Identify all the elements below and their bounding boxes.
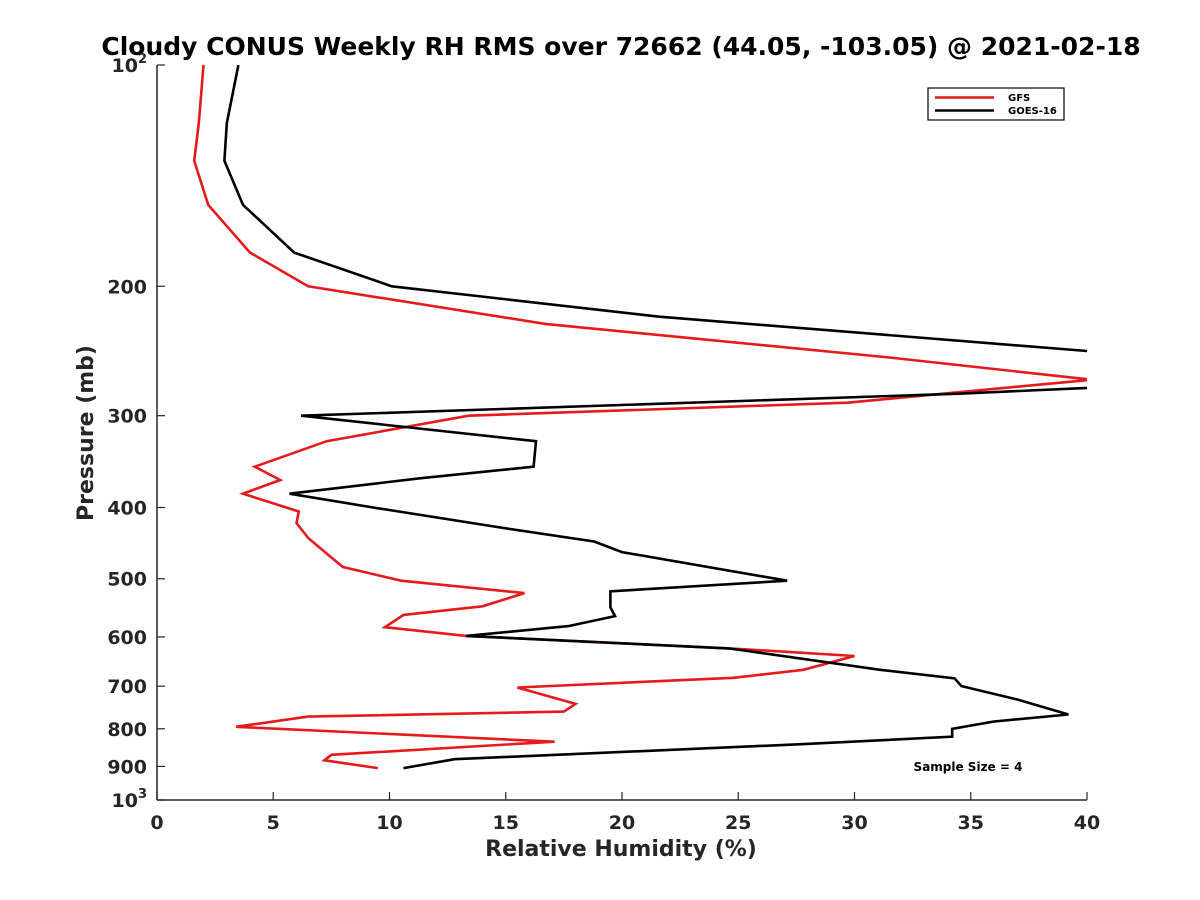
axes-layer: 0 5 10 15 20 25 30 35 40 102 200 300 400 500 600 700 800… — [107, 52, 1100, 834]
legend-label-goes16: GOES-16 — [1008, 106, 1057, 117]
x-tick-label: 0 — [150, 812, 163, 834]
series-layer — [192, 65, 1087, 770]
x-axis-label: Relative Humidity (%) — [485, 837, 757, 862]
y-tick-label: 800 — [107, 719, 147, 741]
plot-area: 0 5 10 15 20 25 30 35 40 102 200 300 400 500 600 700 800… — [107, 52, 1100, 834]
chart-title: Cloudy CONUS Weekly RH RMS over 72662 (4… — [101, 32, 1140, 61]
y-tick-label: 900 — [107, 756, 147, 778]
legend-label-gfs: GFS — [1008, 93, 1030, 104]
series-line-goes16 — [223, 65, 1087, 770]
x-tick-label: 30 — [841, 812, 867, 834]
y-tick-label: 600 — [107, 627, 147, 649]
x-tick-label: 15 — [493, 812, 519, 834]
x-tick-label: 25 — [725, 812, 751, 834]
x-tick-label: 20 — [609, 812, 635, 834]
sample-size-annotation: Sample Size = 4 — [914, 760, 1023, 774]
y-tick-label: 400 — [107, 498, 147, 520]
y-tick-label: 103 — [112, 787, 148, 812]
y-tick-label: 102 — [112, 52, 148, 77]
y-tick-label: 200 — [107, 276, 147, 298]
x-tick-label: 35 — [958, 812, 984, 834]
y-tick-label: 300 — [107, 406, 147, 428]
x-tick-label: 40 — [1074, 812, 1100, 834]
y-tick-label: 500 — [107, 569, 147, 591]
x-tick-label: 5 — [267, 812, 280, 834]
x-tick-label: 10 — [376, 812, 402, 834]
series-line-gfs — [192, 65, 1087, 770]
y-axis-label: Pressure (mb) — [74, 345, 99, 521]
legend-box — [927, 87, 1065, 121]
y-tick-label: 700 — [107, 676, 147, 698]
legend: GFS GOES-16 — [927, 87, 1065, 121]
